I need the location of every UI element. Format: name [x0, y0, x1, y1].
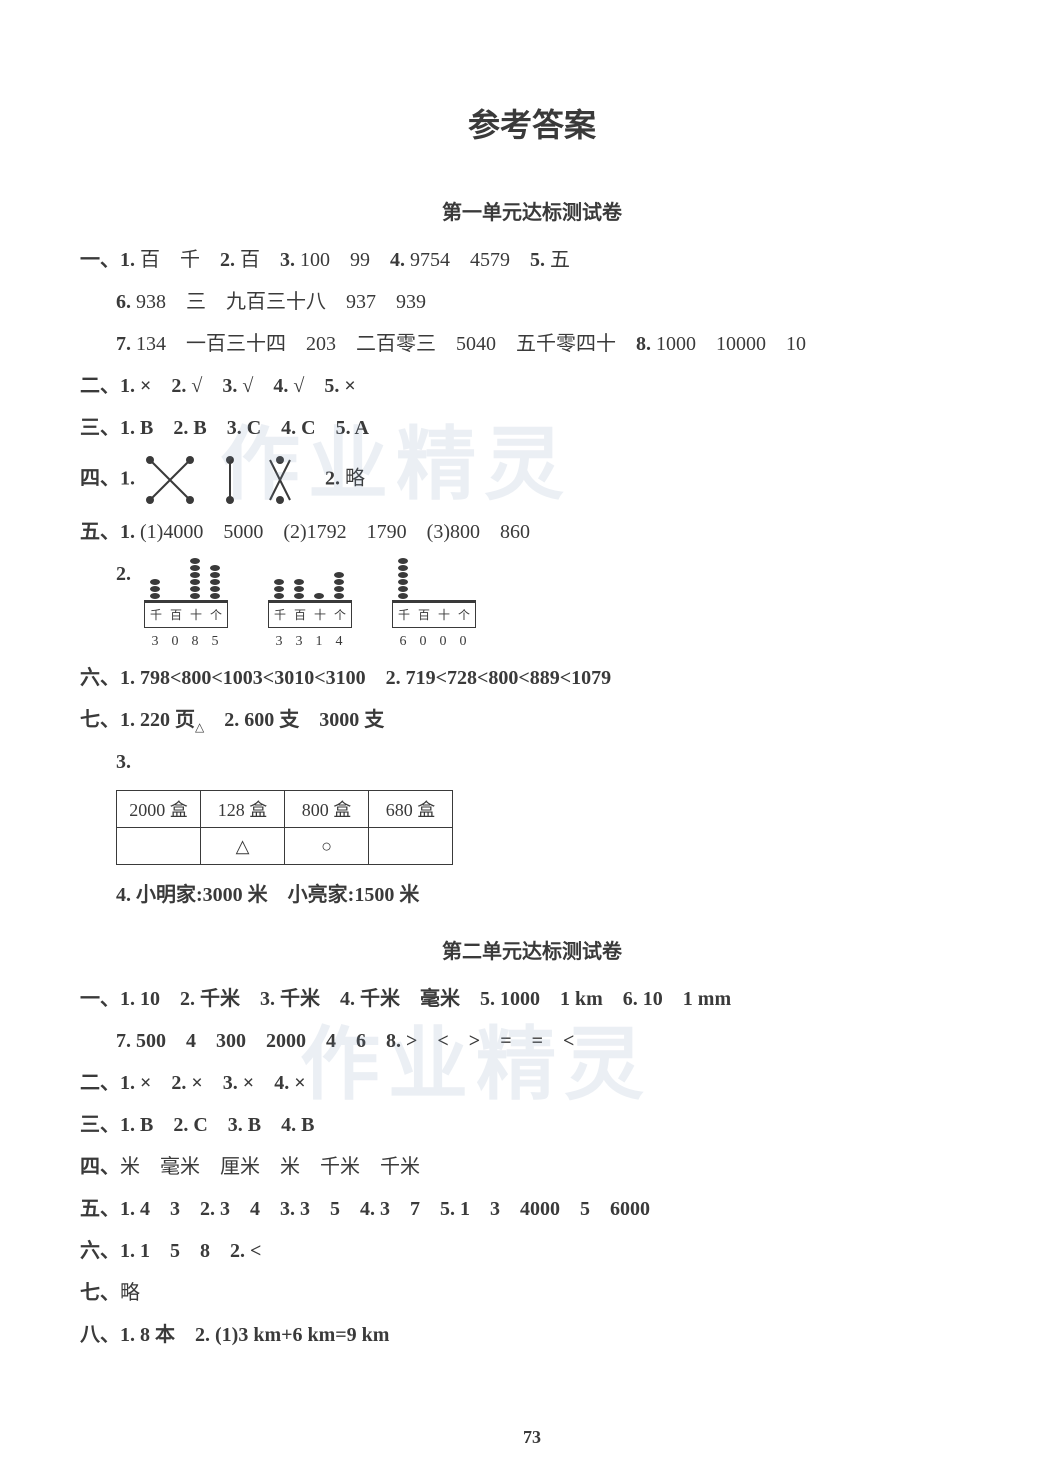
- unit2-q8: 八、1. 8 本 2. (1)3 km+6 km=9 km: [80, 1315, 984, 1355]
- unit1-q2: 二、1. × 2. √ 3. √ 4. √ 5. ×: [80, 366, 984, 406]
- abacus: 千百十个3085: [144, 554, 228, 656]
- unit1-q7-4: 4. 小明家:3000 米 小亮家:1500 米: [80, 875, 984, 915]
- unit2-q6: 六、1. 1 5 8 2. <: [80, 1231, 984, 1271]
- unit2-q4: 四、米 毫米 厘米 米 千米 千米: [80, 1147, 984, 1187]
- unit1-q3: 三、1. B 2. B 3. C 4. C 5. A: [80, 408, 984, 448]
- table-cell: 2000 盒: [116, 790, 201, 828]
- table-cell: [116, 827, 201, 865]
- unit2-q2: 二、1. × 2. × 3. × 4. ×: [80, 1063, 984, 1103]
- abacus: 千百十个3314: [268, 554, 352, 656]
- table-cell: ○: [284, 827, 369, 865]
- table-cell: 680 盒: [368, 790, 453, 828]
- unit1-q1-line2: 6. 938 三 九百三十八 937 939: [80, 282, 984, 322]
- unit1-q5-2: 2. 千百十个3085千百十个3314千百十个6000: [80, 554, 984, 656]
- unit1-q6: 六、1. 798<800<1003<3010<3100 2. 719<728<8…: [80, 658, 984, 698]
- abacus-group: 千百十个3085 千百十个3314 千百十个6000: [144, 554, 476, 656]
- label: 一、: [80, 249, 120, 271]
- unit2-q7: 七、略: [80, 1273, 984, 1313]
- page-number: 73: [523, 1427, 541, 1448]
- unit1-q4: 四、1. 2. 略: [80, 450, 984, 510]
- dot-matching-diagram: [140, 450, 300, 510]
- unit2-q1-l1: 一、1. 10 2. 千米 3. 千米 4. 千米 毫米 5. 1000 1 k…: [80, 979, 984, 1019]
- unit2-q5: 五、1. 4 3 2. 3 4 3. 3 5 4. 3 7 5. 1 3 400…: [80, 1189, 984, 1229]
- unit1-q7-table-header: 2000 盒 128 盒 800 盒 680 盒: [116, 790, 984, 828]
- abacus: 千百十个6000: [392, 554, 476, 656]
- unit1-q7-table-row: △ ○: [116, 827, 984, 865]
- unit1-q7-3: 3.: [80, 742, 984, 782]
- table-cell: △: [200, 827, 285, 865]
- page-title: 参考答案: [80, 100, 984, 146]
- unit1-title: 第一单元达标测试卷: [80, 196, 984, 225]
- table-cell: [368, 827, 453, 865]
- unit1-q1-line1: 一、1. 百 千 2. 百 3. 100 99 4. 9754 4579 5. …: [80, 240, 984, 280]
- table-cell: 800 盒: [284, 790, 369, 828]
- unit1-q7-1: 七、1. 220 页△ 2. 600 支 3000 支: [80, 700, 984, 740]
- unit2-q1-l2: 7. 500 4 300 2000 4 6 8. > < > = = <: [80, 1021, 984, 1061]
- unit1-q1-line3: 7. 134 一百三十四 203 二百零三 5040 五千零四十 8. 1000…: [80, 324, 984, 364]
- table-cell: 128 盒: [200, 790, 285, 828]
- unit1-q5-1: 五、1. (1)4000 5000 (2)1792 1790 (3)800 86…: [80, 512, 984, 552]
- unit2-q3: 三、1. B 2. C 3. B 4. B: [80, 1105, 984, 1145]
- unit2-title: 第二单元达标测试卷: [80, 935, 984, 964]
